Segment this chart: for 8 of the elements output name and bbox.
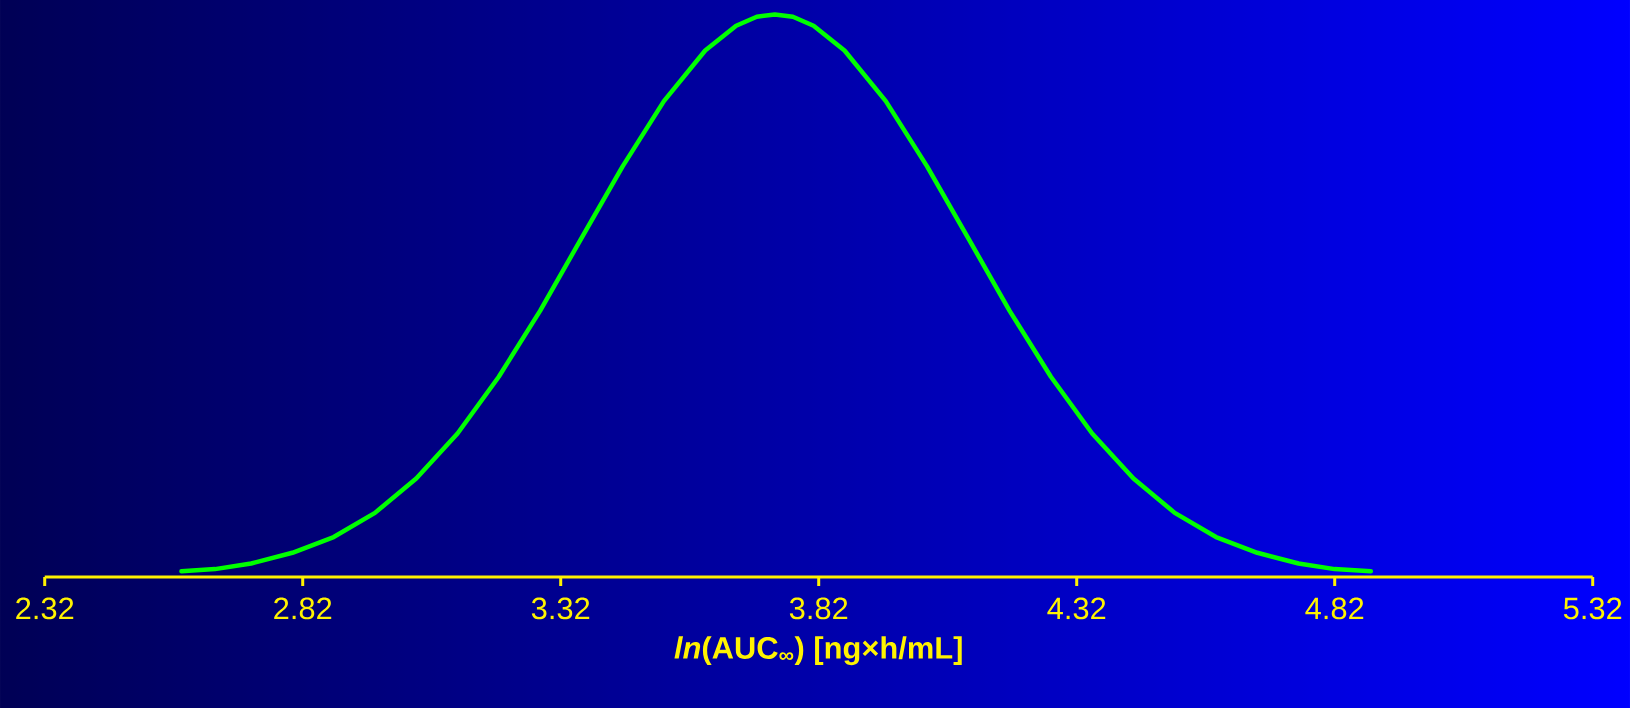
- x-tick-label: 3.82: [789, 597, 848, 620]
- x-tick-label: 5.32: [1563, 597, 1622, 620]
- x-tick-label: 3.32: [531, 597, 590, 620]
- x-tick-label: 2.82: [274, 597, 332, 620]
- x-axis-title: ln(AUC$_{∞}$) [ng×h/mL]: [674, 636, 962, 666]
- x-tick-label: 2.32: [16, 597, 74, 620]
- x-tick-label: 4.82: [1305, 597, 1364, 620]
- x-tick-label: 4.32: [1047, 597, 1106, 620]
